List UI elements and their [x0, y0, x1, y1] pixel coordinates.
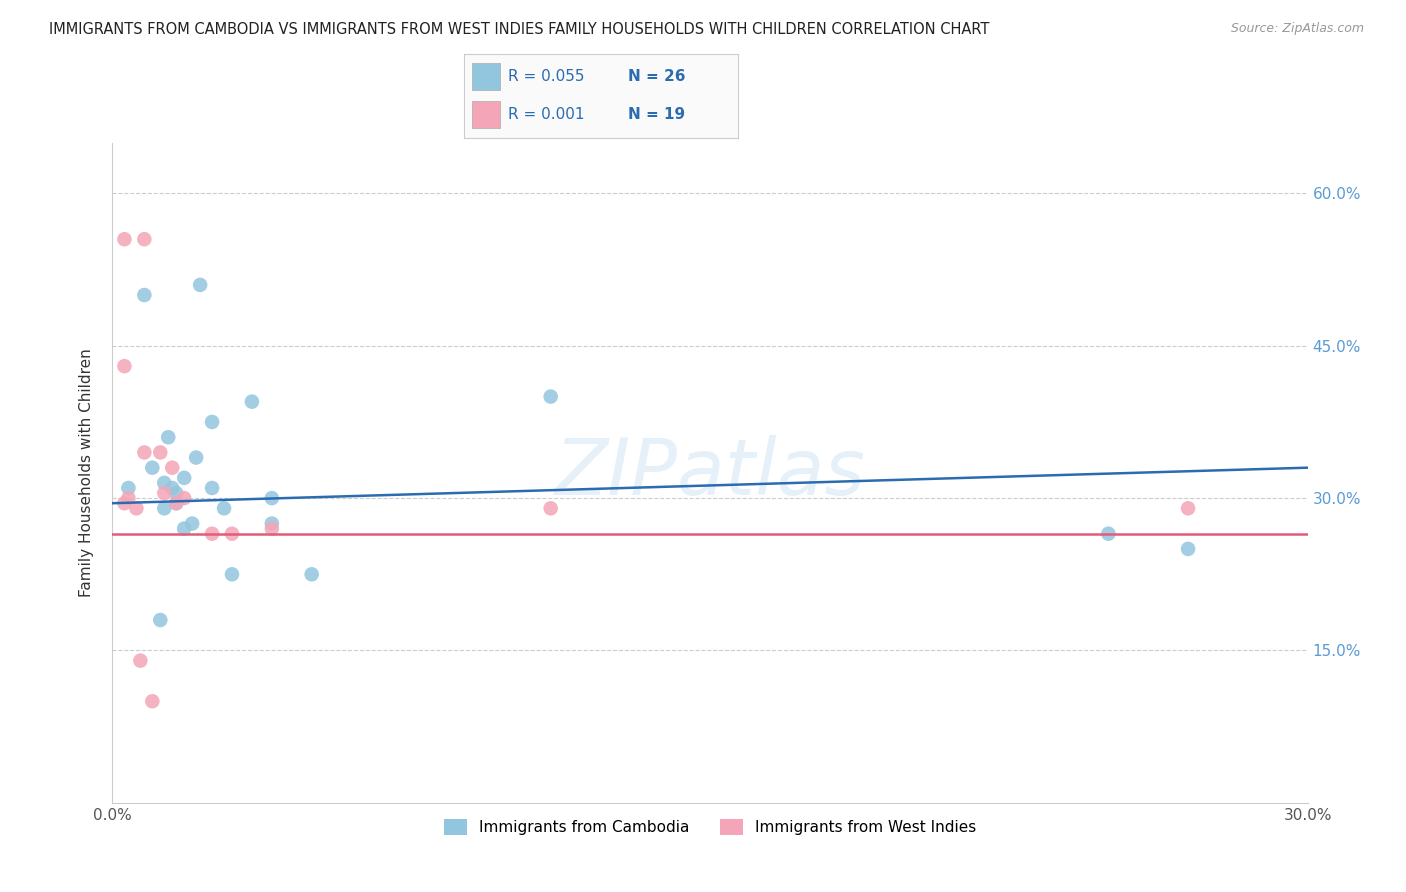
- Point: [188, 277, 211, 292]
- Point: [1097, 526, 1119, 541]
- Point: [186, 450, 208, 465]
- Point: [301, 567, 323, 582]
- Y-axis label: Family Households with Children: Family Households with Children: [79, 349, 94, 597]
- Point: [153, 501, 176, 516]
- Point: [540, 390, 562, 404]
- Text: IMMIGRANTS FROM CAMBODIA VS IMMIGRANTS FROM WEST INDIES FAMILY HOUSEHOLDS WITH C: IMMIGRANTS FROM CAMBODIA VS IMMIGRANTS F…: [49, 22, 990, 37]
- Point: [114, 496, 135, 510]
- Text: N = 26: N = 26: [628, 69, 686, 84]
- Point: [1177, 541, 1199, 556]
- Point: [540, 501, 562, 516]
- Point: [165, 486, 187, 500]
- Text: R = 0.001: R = 0.001: [508, 107, 585, 122]
- Text: ZIPatlas: ZIPatlas: [554, 434, 866, 511]
- Bar: [472, 62, 499, 90]
- Point: [221, 526, 243, 541]
- Point: [173, 471, 195, 485]
- Point: [141, 460, 163, 475]
- Point: [149, 445, 172, 459]
- Point: [181, 516, 204, 531]
- Point: [134, 288, 156, 302]
- Text: N = 19: N = 19: [628, 107, 686, 122]
- Point: [153, 475, 176, 490]
- Point: [141, 694, 163, 708]
- Point: [173, 522, 195, 536]
- Point: [157, 430, 180, 444]
- Point: [212, 501, 235, 516]
- Point: [162, 481, 183, 495]
- Text: R = 0.055: R = 0.055: [508, 69, 585, 84]
- Point: [260, 491, 283, 505]
- Point: [165, 496, 187, 510]
- Point: [114, 359, 135, 373]
- Point: [201, 481, 224, 495]
- Point: [114, 232, 135, 246]
- Point: [221, 567, 243, 582]
- Point: [153, 486, 176, 500]
- Point: [173, 491, 195, 505]
- Point: [260, 516, 283, 531]
- Point: [134, 445, 156, 459]
- Point: [1177, 501, 1199, 516]
- Point: [125, 501, 148, 516]
- Point: [165, 496, 187, 510]
- Point: [201, 415, 224, 429]
- Point: [162, 460, 183, 475]
- Point: [201, 526, 224, 541]
- Point: [129, 654, 152, 668]
- Point: [134, 232, 156, 246]
- Point: [260, 522, 283, 536]
- Text: Source: ZipAtlas.com: Source: ZipAtlas.com: [1230, 22, 1364, 36]
- Legend: Immigrants from Cambodia, Immigrants from West Indies: Immigrants from Cambodia, Immigrants fro…: [437, 814, 983, 841]
- Point: [149, 613, 172, 627]
- Point: [117, 491, 139, 505]
- Point: [240, 394, 263, 409]
- Bar: [472, 101, 499, 128]
- Point: [117, 481, 139, 495]
